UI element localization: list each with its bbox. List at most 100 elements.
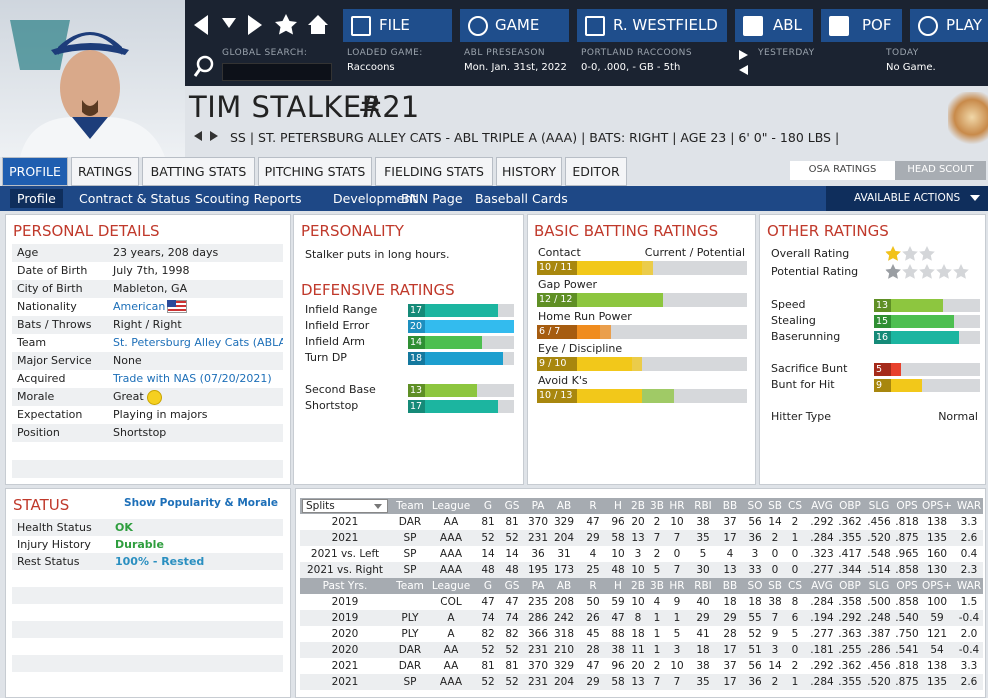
table-cell: 17 [723, 676, 737, 688]
table-cell: 1 [653, 628, 661, 640]
rating-bar [408, 320, 514, 333]
table-cell: 10 [611, 548, 625, 560]
table-cell: 2021 [331, 516, 359, 528]
splits-dropdown[interactable]: Splits [302, 499, 388, 513]
rating-name: Eye / Discipline [538, 342, 623, 355]
table-cell: 47 [611, 612, 625, 624]
button-label: FILE [379, 16, 410, 34]
column-header: SO [747, 580, 763, 592]
star-rating [885, 246, 935, 261]
arrow[interactable] [739, 50, 748, 60]
table-cell: 3 [751, 548, 759, 560]
table-cell: 48 [505, 564, 519, 576]
menu-button[interactable] [343, 9, 452, 42]
detail-value[interactable]: St. Petersburg Alley Cats (ABLAA... [113, 336, 283, 349]
flag-canton [167, 300, 176, 307]
row-bg [12, 424, 283, 442]
detail-value[interactable]: American [113, 300, 166, 313]
menu-button[interactable] [577, 9, 727, 42]
table-cell: .548 [867, 548, 891, 560]
column-header: HR [669, 500, 685, 512]
table-cell: 5 [673, 628, 681, 640]
detail-value: None [113, 354, 142, 367]
arrow[interactable] [210, 131, 218, 141]
rating-bar [408, 352, 504, 365]
table-cell: 52 [505, 644, 519, 656]
subtab[interactable]: Development [333, 191, 418, 206]
available-actions[interactable]: AVAILABLE ACTIONS [854, 192, 961, 204]
column-header: 3B [650, 500, 664, 512]
table-cell: 5 [699, 548, 707, 560]
table-cell: .284 [810, 532, 834, 544]
table-cell: .277 [810, 628, 834, 640]
table-cell: 370 [527, 660, 549, 672]
table-cell: 81 [505, 516, 519, 528]
panel [759, 214, 986, 485]
table-cell: 31 [557, 548, 571, 560]
column-header: OBP [839, 580, 861, 592]
table-cell: 1 [791, 532, 799, 544]
status-value: Mon. Jan. 31st, 2022 [464, 62, 567, 73]
table-cell: .540 [895, 612, 919, 624]
table-cell: .750 [895, 628, 919, 640]
table-cell: 138 [926, 660, 948, 672]
tab[interactable]: PITCHING STATS [258, 157, 372, 186]
search-input[interactable] [222, 63, 332, 81]
row-bg [12, 280, 283, 298]
arrow[interactable] [739, 65, 748, 75]
table-cell: .255 [838, 644, 862, 656]
row-bg [12, 570, 283, 587]
table-cell: 52 [481, 532, 495, 544]
table-cell: 10 [670, 516, 684, 528]
rating-name: Overall Rating [771, 247, 850, 260]
tab[interactable]: HISTORY [496, 157, 562, 186]
table-cell: 3 [771, 644, 779, 656]
tab-bar-bg [0, 186, 988, 211]
table-cell: 88 [611, 628, 625, 640]
table-cell: 135 [926, 532, 948, 544]
rating-value: 9 [874, 379, 891, 392]
tab[interactable]: EDITOR [565, 157, 627, 186]
table-cell: 36 [531, 548, 545, 560]
table-row [300, 562, 983, 578]
table-cell: 1 [653, 612, 661, 624]
table-cell: 47 [586, 660, 600, 672]
table-cell: .181 [810, 644, 834, 656]
detail-label: Team [17, 336, 47, 349]
mascot [948, 92, 988, 148]
table-cell: 17 [723, 532, 737, 544]
subtab[interactable]: Baseball Cards [475, 191, 568, 206]
tab[interactable]: PROFILE [2, 157, 68, 186]
subtab[interactable]: Profile [10, 189, 63, 208]
tab[interactable]: FIELDING STATS [375, 157, 493, 186]
subtab[interactable]: Scouting Reports [195, 191, 302, 206]
table-cell: .875 [895, 676, 919, 688]
table-cell: .541 [895, 644, 919, 656]
toggle-tab[interactable]: OSA RATINGS [790, 161, 895, 180]
table-cell: .284 [810, 676, 834, 688]
table-cell: 18 [696, 644, 710, 656]
toggle-tab[interactable]: HEAD SCOUT [895, 161, 986, 180]
column-header: 3B [650, 580, 664, 592]
table-cell: 2021 vs. Left [310, 548, 380, 560]
arrow[interactable] [194, 131, 202, 141]
detail-value[interactable]: Trade with NAS (07/20/2021) [113, 372, 272, 385]
table-cell: SP [403, 532, 417, 544]
tab[interactable]: RATINGS [71, 157, 139, 186]
table-cell: 38 [768, 596, 782, 608]
table-cell: 2 [771, 532, 779, 544]
table-cell: 10 [631, 596, 645, 608]
table-cell: 4 [589, 548, 597, 560]
table-cell: 10 [631, 564, 645, 576]
table-cell: 2.6 [960, 676, 978, 688]
rating-value: 20 [408, 320, 425, 333]
tab[interactable]: BATTING STATS [142, 157, 255, 186]
table-cell: 14 [768, 660, 782, 672]
subtab[interactable]: BNN Page [401, 191, 463, 206]
rating-name: Baserunning [771, 330, 841, 343]
column-header: H [614, 580, 622, 592]
subtab[interactable]: Contract & Status [79, 191, 191, 206]
column-header: SLG [868, 580, 890, 592]
status-label: LOADED GAME: [347, 48, 423, 58]
table-cell: 52 [481, 676, 495, 688]
